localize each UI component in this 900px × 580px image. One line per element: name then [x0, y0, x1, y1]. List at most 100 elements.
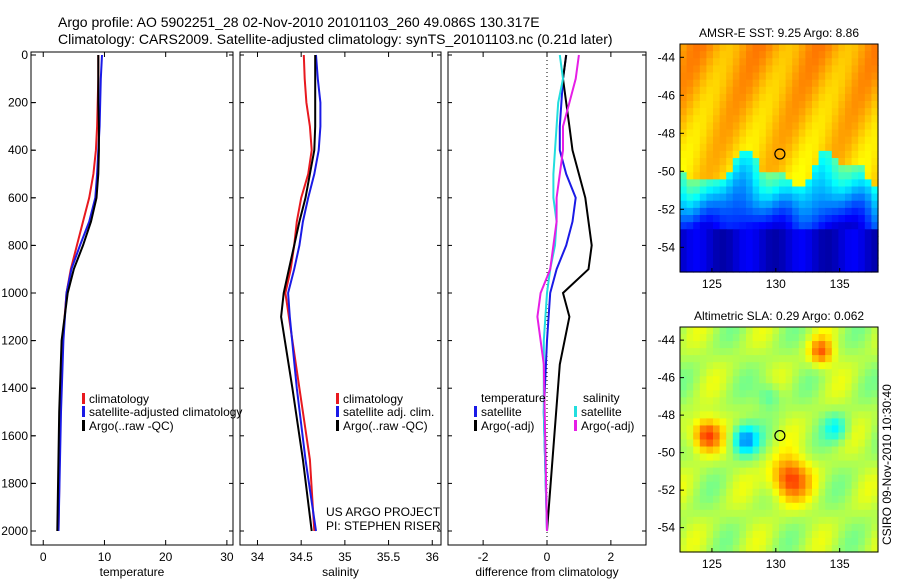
- map-cell: [686, 390, 694, 398]
- map-cell: [798, 143, 806, 152]
- map-cell: [719, 93, 727, 102]
- map-cell: [845, 44, 853, 52]
- map-cell: [779, 93, 787, 102]
- map-cell: [871, 165, 879, 173]
- map-cell: [785, 334, 793, 342]
- map-cell: [825, 222, 833, 230]
- map-cell: [680, 446, 688, 455]
- map-cell: [805, 355, 813, 363]
- map-cell: [779, 355, 787, 363]
- map-cell: [693, 122, 701, 131]
- map-cell: [713, 474, 721, 483]
- map-cell: [693, 86, 701, 95]
- map-cell: [739, 530, 747, 539]
- map-cell: [779, 243, 787, 252]
- map-cell: [693, 200, 701, 209]
- map-cell: [851, 453, 859, 462]
- map-cell: [765, 136, 773, 145]
- map-cell: [706, 200, 714, 209]
- map-cell: [805, 390, 813, 398]
- y-tick-label: 200: [8, 96, 28, 110]
- map-cell: [746, 136, 754, 145]
- map-cell: [772, 516, 780, 525]
- map-cell: [792, 397, 800, 405]
- map-cell: [845, 136, 853, 145]
- map-cell: [693, 186, 701, 195]
- map-cell: [792, 243, 800, 252]
- map-cell: [759, 369, 767, 377]
- map-cell: [838, 488, 846, 497]
- map-cell: [680, 404, 688, 412]
- map-cell: [785, 136, 793, 145]
- map-cell: [752, 136, 760, 145]
- map-cell: [680, 143, 688, 152]
- map-cell: [792, 250, 800, 259]
- map-cell: [812, 158, 820, 166]
- map-cell: [732, 243, 740, 252]
- map-cell: [713, 143, 721, 152]
- map-cell: [765, 544, 773, 553]
- map-cell: [713, 108, 721, 116]
- map-cell: [713, 404, 721, 412]
- map-cell: [746, 453, 754, 462]
- map-cell: [706, 488, 714, 497]
- map-cell: [838, 158, 846, 166]
- map-cell: [825, 158, 833, 166]
- map-cell: [706, 523, 714, 532]
- map-cell: [825, 186, 833, 195]
- map-cell: [686, 200, 694, 209]
- map-cell: [713, 222, 721, 230]
- map-cell: [693, 257, 701, 266]
- map-cell: [805, 236, 813, 245]
- map-cell: [851, 193, 859, 202]
- map-cell: [680, 115, 688, 123]
- map-cell: [864, 390, 872, 398]
- map-cell: [825, 264, 833, 273]
- map-cell: [798, 537, 806, 546]
- map-cell: [805, 481, 813, 490]
- map-cell: [805, 79, 813, 88]
- map-cell: [805, 376, 813, 384]
- map-cell: [851, 158, 859, 166]
- map-cell: [785, 222, 793, 230]
- map-cell: [792, 362, 800, 370]
- map-cell: [785, 376, 793, 384]
- map-cell: [752, 460, 760, 469]
- map-cell: [792, 404, 800, 412]
- map-cell: [726, 200, 734, 209]
- map-cell: [851, 432, 859, 441]
- map-cell: [713, 467, 721, 476]
- map-cell: [732, 439, 740, 448]
- map-cell: [732, 446, 740, 455]
- map-cell: [792, 390, 800, 398]
- map-cell: [706, 509, 714, 518]
- map-cell: [831, 453, 839, 462]
- map-cell: [686, 355, 694, 363]
- map-cell: [726, 58, 734, 66]
- map-y-tick-label: -52: [658, 202, 676, 216]
- map-cell: [864, 122, 872, 131]
- map-cell: [792, 51, 800, 59]
- map-cell: [845, 404, 853, 412]
- map-cell: [686, 129, 694, 138]
- map-cell: [732, 129, 740, 138]
- y-tick-label: 400: [8, 143, 28, 157]
- map-cell: [871, 369, 879, 377]
- map-cell: [864, 460, 872, 469]
- map-cell: [765, 404, 773, 412]
- map-cell: [798, 165, 806, 173]
- map-cell: [792, 488, 800, 497]
- map-cell: [759, 334, 767, 342]
- legend-swatch-black: [336, 420, 339, 431]
- map-cell: [792, 474, 800, 483]
- map-cell: [752, 186, 760, 195]
- map-cell: [686, 222, 694, 230]
- map-cell: [858, 158, 866, 166]
- map-cell: [765, 341, 773, 349]
- map-cell: [680, 207, 688, 216]
- map-cell: [779, 467, 787, 476]
- map-cell: [686, 207, 694, 216]
- map-cell: [680, 502, 688, 511]
- map-cell: [739, 404, 747, 412]
- map-cell: [785, 411, 793, 420]
